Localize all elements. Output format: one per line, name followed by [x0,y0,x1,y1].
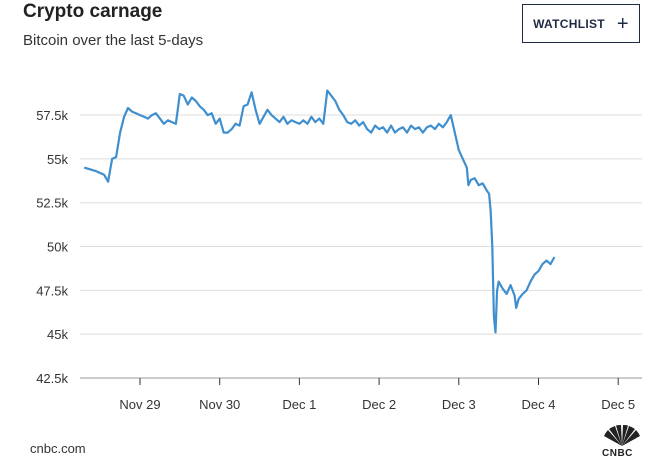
x-tick-label: Dec 2 [362,397,396,412]
y-tick-label: 57.5k [36,108,68,123]
chart-subtitle: Bitcoin over the last 5-days [23,32,204,49]
y-tick-label: 55k [47,152,68,167]
source-label: cnbc.com [30,441,86,456]
y-tick-label: 45k [47,327,68,342]
watchlist-label: WATCHLIST [533,16,605,31]
chart-title: Crypto carnage [23,1,163,22]
x-axis: Nov 29 Nov 30 Dec 1 Dec 2 Dec 3 Dec 4 Dec 5 [80,377,642,412]
x-tick-label: Dec 4 [522,397,556,412]
x-tick-label: Dec 1 [282,397,316,412]
x-tick-label: Nov 30 [199,397,240,412]
y-tick-label: 47.5k [36,283,68,298]
y-tick-label: 50k [47,240,68,255]
x-tick-label: Nov 29 [119,397,160,412]
series-layer [83,89,556,334]
y-axis: 42.5k 45k 47.5k 50k 52.5k 55k 57.5k [36,108,68,386]
grid [80,114,642,335]
y-tick-label: 42.5k [36,371,68,386]
series-line-bitcoin [83,89,556,334]
watchlist-button[interactable]: WATCHLIST + [522,4,640,43]
logo-text: CNBC [602,448,633,459]
cnbc-peacock-logo [604,424,640,446]
plus-icon: + [616,12,629,35]
x-tick-label: Dec 3 [442,397,476,412]
x-tick-label: Dec 5 [601,397,635,412]
y-tick-label: 52.5k [36,196,68,211]
